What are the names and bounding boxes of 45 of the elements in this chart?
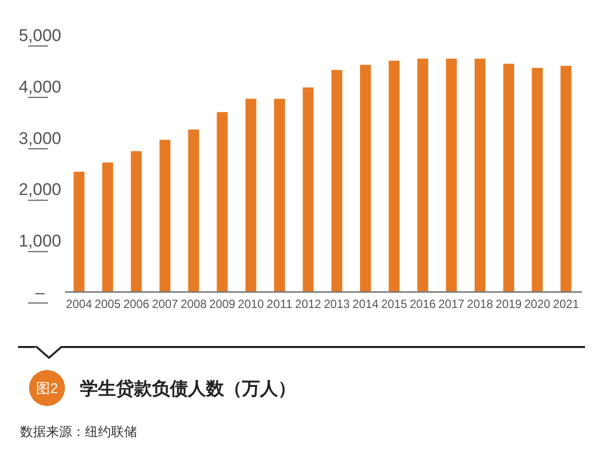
- text: 学生贷款负债人数（万人）: [80, 378, 296, 398]
- source-note: 数据来源：纽约联储: [20, 424, 137, 439]
- x-tick-label: 2017: [438, 297, 466, 311]
- x-tick-label: 2012: [295, 297, 322, 311]
- y-tick-label: 4,000: [18, 77, 62, 96]
- bar: [417, 58, 428, 292]
- bar: [160, 140, 170, 292]
- x-tick-label: 2021: [552, 297, 580, 311]
- bar: [102, 162, 114, 292]
- bar: [446, 58, 457, 292]
- bar: [532, 68, 543, 292]
- x-tick-label: 2018: [467, 297, 494, 311]
- bar: [388, 60, 400, 292]
- bar: [560, 66, 572, 292]
- y-tick-label: 1,000: [18, 232, 62, 251]
- y-tick-label: –: [35, 282, 46, 302]
- bar: [245, 98, 256, 292]
- bar: [302, 87, 314, 292]
- bar: [331, 70, 342, 292]
- x-tick-label: 2009: [209, 297, 236, 311]
- x-tick-label: 2020: [524, 297, 552, 311]
- x-tick-label: 2019: [496, 297, 522, 311]
- text: 图2: [36, 380, 58, 396]
- x-tick-label: 2015: [381, 297, 408, 311]
- y-tick-label: 3,000: [18, 128, 62, 148]
- bar: [74, 172, 84, 292]
- y-tick-label: 2,000: [18, 180, 62, 200]
- x-tick-label: 2010: [238, 297, 265, 311]
- y-tick-label: 5,000: [18, 26, 62, 45]
- x-tick-label: 2005: [94, 297, 122, 311]
- bar: [474, 58, 486, 292]
- x-tick-label: 2013: [324, 297, 351, 311]
- bar: [216, 112, 228, 292]
- x-tick-label: 2014: [352, 297, 380, 311]
- bar: [503, 64, 514, 292]
- bar: [130, 151, 142, 292]
- x-tick-label: 2007: [152, 297, 179, 311]
- bar: [188, 130, 200, 292]
- x-tick-label: 2016: [410, 297, 436, 311]
- bar: [274, 98, 285, 292]
- bar: [360, 64, 371, 292]
- x-tick-label: 2011: [266, 297, 293, 311]
- x-tick-label: 2004: [66, 297, 93, 311]
- x-tick-label: 2008: [180, 297, 208, 311]
- x-tick-label: 2006: [123, 297, 150, 311]
